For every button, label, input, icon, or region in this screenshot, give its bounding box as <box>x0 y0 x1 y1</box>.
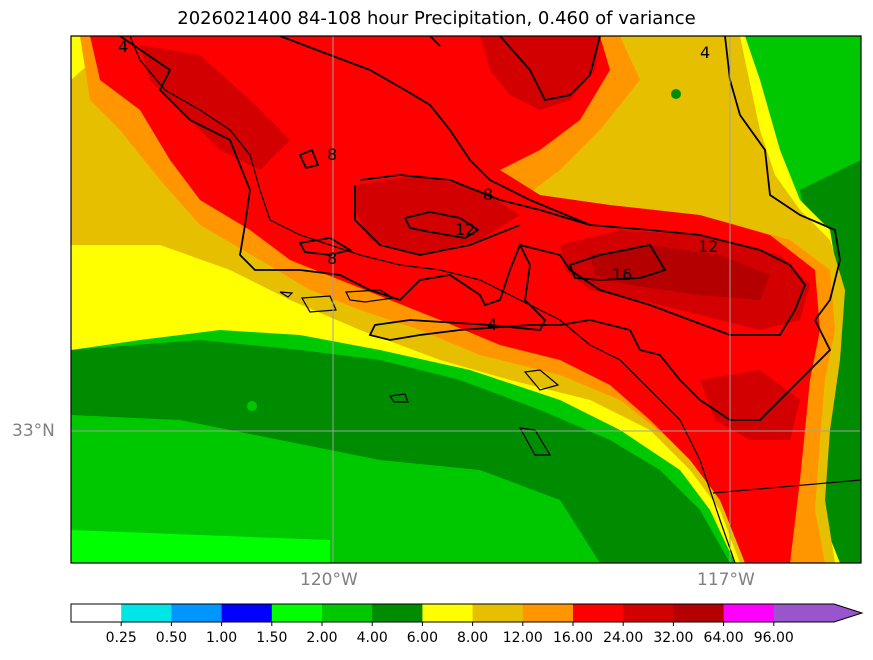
colorbar-tick-label: 6.00 <box>406 630 438 646</box>
colorbar-tick-label: 32.00 <box>653 630 694 646</box>
colorbar-tick-labels: 0.25 0.50 1.00 1.50 2.00 4.00 6.00 8.00 12.00 16.… <box>0 630 873 650</box>
contour-label: 12 <box>455 220 475 239</box>
band-dark-red-north <box>480 36 600 110</box>
colorbar-segment <box>221 604 273 622</box>
colorbar-segment <box>723 604 775 622</box>
colorbar-segment <box>322 604 373 622</box>
band-dark-red-center <box>355 175 520 255</box>
colorbar-tick-label: 8.00 <box>457 630 489 646</box>
colorbar-tick-label: 2.00 <box>306 630 338 646</box>
colorbar-segment <box>121 604 172 622</box>
gridlines <box>71 36 861 563</box>
colorbar-segment <box>472 604 524 622</box>
contour-labels: 4 4 8 8 8 12 16 4 12 <box>118 37 718 334</box>
lon-label-120w: 120°W <box>300 570 358 590</box>
colorbar-tick-label: 24.00 <box>603 630 644 646</box>
green-blob <box>247 401 257 411</box>
contour-label: 4 <box>118 37 128 56</box>
band-dark-green <box>71 340 730 563</box>
contour-label: 8 <box>483 185 493 204</box>
colorbar-segment <box>573 604 624 622</box>
colorbar-tick-label: 4.00 <box>356 630 388 646</box>
band-red <box>90 36 820 563</box>
map-frame <box>70 35 862 564</box>
contour-label: 8 <box>327 145 337 164</box>
colorbar-segment <box>522 604 574 622</box>
coastlines <box>129 36 861 563</box>
colorbar-tick-label: 12.00 <box>502 630 543 646</box>
contour-label: 4 <box>700 43 710 62</box>
colorbar-segment <box>773 604 862 622</box>
colorbar-tick-label: 96.00 <box>753 630 794 646</box>
contour-label: 12 <box>698 237 718 256</box>
contour-label: 8 <box>327 249 337 268</box>
colorbar-segment <box>171 604 223 622</box>
colorbar-tick-label: 64.00 <box>703 630 744 646</box>
colorbar-tick-label: 0.50 <box>155 630 187 646</box>
colorbar-segment <box>71 604 122 622</box>
contour-label: 4 <box>487 315 497 334</box>
colorbar-outline <box>70 603 864 623</box>
colorbar-segment <box>372 604 423 622</box>
lat-label-33n: 33°N <box>12 421 55 441</box>
colorbar-tick-label: 0.25 <box>105 630 137 646</box>
band-bright-green <box>71 530 330 563</box>
band-dark-red-south <box>700 370 800 440</box>
colorbar-tick-label: 1.50 <box>256 630 288 646</box>
lon-label-117w: 117°W <box>697 570 755 590</box>
map-title: 2026021400 84-108 hour Precipitation, 0.… <box>177 8 696 29</box>
colorbar <box>70 603 864 626</box>
colorbar-segment <box>422 604 474 622</box>
contour-label: 16 <box>612 265 632 284</box>
band-dark-red-west <box>140 45 290 170</box>
colorbar-segment <box>271 604 323 622</box>
precipitation-fill <box>71 36 861 563</box>
green-blob <box>671 89 681 99</box>
colorbar-tick-label: 1.00 <box>206 630 238 646</box>
band-darkest-red-east <box>590 245 770 300</box>
colorbar-segment <box>673 604 725 622</box>
colorbar-segment <box>623 604 674 622</box>
colorbar-tick-label: 16.00 <box>552 630 594 646</box>
